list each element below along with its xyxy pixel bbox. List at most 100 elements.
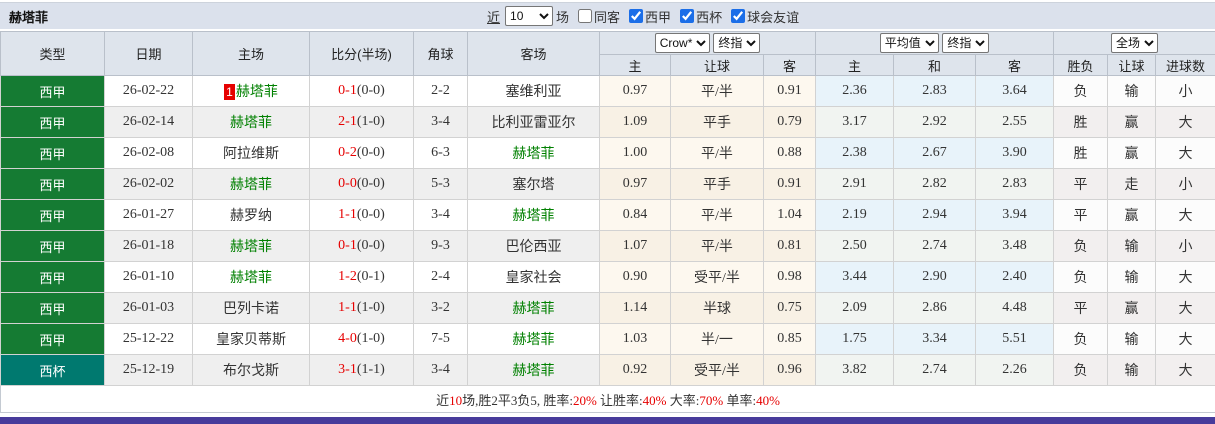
avg-select[interactable]: 平均值 xyxy=(880,33,939,53)
corner-score: 3-4 xyxy=(414,200,468,231)
avg-away: 3.48 xyxy=(976,231,1054,262)
rank-badge: 1 xyxy=(224,84,235,100)
corner-score: 3-2 xyxy=(414,293,468,324)
fulltime-score: 0-1 xyxy=(338,83,357,98)
halftime-score: (1-0) xyxy=(357,114,385,129)
league-badge: 西甲 xyxy=(1,324,105,355)
league-badge: 西甲 xyxy=(1,169,105,200)
fulltime-score: 2-1 xyxy=(338,114,357,129)
table-row: 西甲 26-02-08 阿拉维斯 0-2(0-0) 6-3 赫塔菲 1.00 平… xyxy=(1,138,1215,169)
avg-home: 2.19 xyxy=(816,200,894,231)
avg-draw: 2.82 xyxy=(894,169,976,200)
home-team: 赫塔菲 xyxy=(193,107,310,138)
home-team: 赫塔菲 xyxy=(193,262,310,293)
home-team-name: 巴列卡诺 xyxy=(223,302,279,317)
result-group-header: 全场 xyxy=(1054,32,1215,55)
table-row: 西甲 26-01-27 赫罗纳 1-1(0-0) 3-4 赫塔菲 0.84 平/… xyxy=(1,200,1215,231)
home-team: 布尔戈斯 xyxy=(193,355,310,386)
col-header-score: 比分(半场) xyxy=(310,32,414,76)
result-outcome: 胜 xyxy=(1054,138,1108,169)
odds-away: 0.91 xyxy=(764,169,816,200)
result-goals: 小 xyxy=(1156,231,1215,262)
friendly-checkbox[interactable] xyxy=(731,9,745,23)
sub-header-result-wl: 胜负 xyxy=(1054,55,1108,76)
league-badge: 西甲 xyxy=(1,231,105,262)
match-date: 26-02-22 xyxy=(105,76,193,107)
score: 4-0(1-0) xyxy=(310,324,414,355)
sub-header-odds-draw: 和 xyxy=(894,55,976,76)
match-date: 25-12-22 xyxy=(105,324,193,355)
avg-draw: 3.34 xyxy=(894,324,976,355)
match-count-select[interactable]: 10 xyxy=(505,6,553,26)
fulltime-score: 4-0 xyxy=(338,331,357,346)
league-badge: 西甲 xyxy=(1,200,105,231)
page-title: 赫塔菲 xyxy=(0,7,48,26)
avg-draw: 2.74 xyxy=(894,355,976,386)
result-goals: 大 xyxy=(1156,107,1215,138)
score: 2-1(1-0) xyxy=(310,107,414,138)
odds-home: 0.97 xyxy=(600,169,671,200)
avg-away: 2.26 xyxy=(976,355,1054,386)
sub-header-result-goals: 进球数 xyxy=(1156,55,1215,76)
avg-away: 3.64 xyxy=(976,76,1054,107)
result-handicap: 输 xyxy=(1108,231,1156,262)
league-badge: 西甲 xyxy=(1,293,105,324)
corner-score: 3-4 xyxy=(414,107,468,138)
summary-segment: 单率: xyxy=(723,393,756,408)
away-team-name: 赫塔菲 xyxy=(513,302,555,317)
avg-draw: 2.67 xyxy=(894,138,976,169)
laliga-checkbox[interactable] xyxy=(629,9,643,23)
score: 0-0(0-0) xyxy=(310,169,414,200)
fulltime-score: 1-1 xyxy=(338,300,357,315)
fulltime-score: 3-1 xyxy=(338,362,357,377)
away-team-name: 巴伦西亚 xyxy=(506,240,562,255)
result-handicap: 输 xyxy=(1108,262,1156,293)
summary-segment: 40% xyxy=(756,393,780,408)
result-outcome: 负 xyxy=(1054,231,1108,262)
away-team: 塞尔塔 xyxy=(468,169,600,200)
halftime-score: (1-0) xyxy=(357,300,385,315)
odds-home: 1.07 xyxy=(600,231,671,262)
table-row: 西甲 25-12-22 皇家贝蒂斯 4-0(1-0) 7-5 赫塔菲 1.03 … xyxy=(1,324,1215,355)
home-team: 赫塔菲 xyxy=(193,231,310,262)
score: 0-2(0-0) xyxy=(310,138,414,169)
copa-checkbox[interactable] xyxy=(680,9,694,23)
home-team-name: 阿拉维斯 xyxy=(223,147,279,162)
odds-home: 0.97 xyxy=(600,76,671,107)
near-link[interactable]: 近 xyxy=(487,7,500,26)
away-team-name: 赫塔菲 xyxy=(513,209,555,224)
odds-handicap: 平/半 xyxy=(671,138,764,169)
handicap-final-select[interactable]: 终指 xyxy=(713,33,760,53)
away-team-name: 塞维利亚 xyxy=(506,85,562,100)
avg-away: 3.94 xyxy=(976,200,1054,231)
table-row: 西杯 25-12-19 布尔戈斯 3-1(1-1) 3-4 赫塔菲 0.92 受… xyxy=(1,355,1215,386)
result-outcome: 平 xyxy=(1054,169,1108,200)
bookmaker-select[interactable]: Crow* xyxy=(655,33,710,53)
avg-home: 3.82 xyxy=(816,355,894,386)
result-goals: 大 xyxy=(1156,324,1215,355)
avg-final-select[interactable]: 终指 xyxy=(942,33,989,53)
odds-handicap: 半球 xyxy=(671,293,764,324)
league-badge: 西甲 xyxy=(1,76,105,107)
home-team: 阿拉维斯 xyxy=(193,138,310,169)
table-row: 西甲 26-02-02 赫塔菲 0-0(0-0) 5-3 塞尔塔 0.97 平手… xyxy=(1,169,1215,200)
avg-away: 2.40 xyxy=(976,262,1054,293)
home-team: 赫罗纳 xyxy=(193,200,310,231)
summary-segment: 大率: xyxy=(667,393,700,408)
away-team-name: 赫塔菲 xyxy=(513,333,555,348)
avg-draw: 2.94 xyxy=(894,200,976,231)
halftime-score: (1-0) xyxy=(357,331,385,346)
match-date: 26-01-03 xyxy=(105,293,193,324)
avg-home: 3.44 xyxy=(816,262,894,293)
odds-home: 0.84 xyxy=(600,200,671,231)
odds-home: 0.90 xyxy=(600,262,671,293)
result-goals: 大 xyxy=(1156,293,1215,324)
same-away-checkbox[interactable] xyxy=(578,9,592,23)
avg-draw: 2.90 xyxy=(894,262,976,293)
away-team: 赫塔菲 xyxy=(468,324,600,355)
fulltime-score: 0-0 xyxy=(338,176,357,191)
fulltime-select[interactable]: 全场 xyxy=(1111,33,1158,53)
summary-segment: 20% xyxy=(573,393,597,408)
match-date: 26-01-10 xyxy=(105,262,193,293)
